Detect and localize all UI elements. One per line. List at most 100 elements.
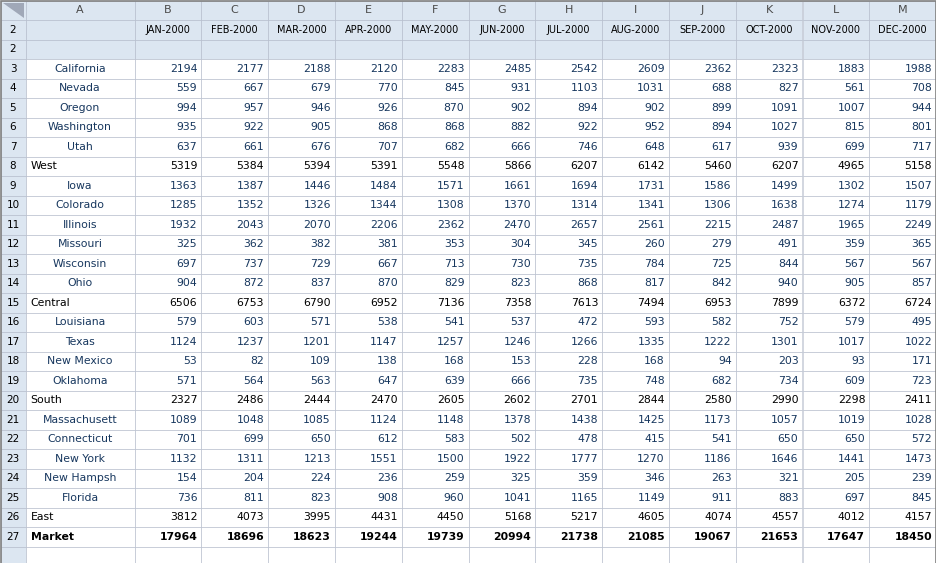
- Text: 1274: 1274: [838, 200, 865, 210]
- Bar: [669, 176, 736, 195]
- Bar: [736, 547, 802, 563]
- Bar: [201, 371, 268, 391]
- Text: East: East: [31, 512, 54, 522]
- Text: 168: 168: [444, 356, 464, 367]
- Text: 5158: 5158: [904, 161, 932, 171]
- Bar: [268, 293, 335, 312]
- Text: 260: 260: [644, 239, 665, 249]
- Bar: [335, 274, 402, 293]
- Text: 650: 650: [778, 434, 798, 444]
- Bar: [402, 293, 469, 312]
- Text: 571: 571: [177, 376, 197, 386]
- Text: 346: 346: [644, 473, 665, 483]
- Text: 1048: 1048: [237, 415, 264, 425]
- Text: 11: 11: [7, 220, 20, 230]
- Text: 1932: 1932: [169, 220, 197, 230]
- Bar: [802, 351, 870, 371]
- Bar: [669, 547, 736, 563]
- Bar: [469, 20, 535, 39]
- Text: 82: 82: [250, 356, 264, 367]
- Bar: [268, 274, 335, 293]
- Text: 870: 870: [444, 103, 464, 113]
- Bar: [669, 39, 736, 59]
- Bar: [802, 20, 870, 39]
- Text: 6953: 6953: [704, 298, 732, 308]
- Bar: [736, 391, 802, 410]
- Bar: [25, 118, 135, 137]
- Bar: [736, 488, 802, 507]
- Bar: [602, 527, 669, 547]
- Text: 639: 639: [444, 376, 464, 386]
- Text: 1438: 1438: [571, 415, 598, 425]
- Bar: [135, 293, 201, 312]
- Text: 564: 564: [243, 376, 264, 386]
- Text: 17964: 17964: [159, 531, 197, 542]
- Bar: [802, 430, 870, 449]
- Text: 25: 25: [7, 493, 20, 503]
- Text: 931: 931: [511, 83, 532, 93]
- Text: 6: 6: [9, 122, 16, 132]
- Bar: [201, 351, 268, 371]
- Text: 1132: 1132: [169, 454, 197, 464]
- Bar: [870, 137, 936, 157]
- Bar: [736, 468, 802, 488]
- Bar: [602, 312, 669, 332]
- Bar: [268, 39, 335, 59]
- Bar: [268, 351, 335, 371]
- Bar: [535, 351, 602, 371]
- Text: 20994: 20994: [493, 531, 532, 542]
- Text: 752: 752: [778, 317, 798, 327]
- Text: 1301: 1301: [771, 337, 798, 347]
- Text: 650: 650: [310, 434, 331, 444]
- Text: 2: 2: [9, 44, 16, 54]
- Text: 6372: 6372: [838, 298, 865, 308]
- Bar: [802, 137, 870, 157]
- Text: JUN-2000: JUN-2000: [479, 25, 525, 35]
- Bar: [535, 332, 602, 351]
- Bar: [1, 507, 25, 527]
- Text: 572: 572: [912, 434, 932, 444]
- Text: Connecticut: Connecticut: [48, 434, 112, 444]
- Bar: [469, 176, 535, 195]
- Bar: [268, 410, 335, 430]
- Text: 2249: 2249: [904, 220, 932, 230]
- Bar: [135, 410, 201, 430]
- Bar: [736, 215, 802, 235]
- Text: 682: 682: [711, 376, 732, 386]
- Text: 304: 304: [510, 239, 532, 249]
- Text: 661: 661: [243, 142, 264, 152]
- Text: 868: 868: [578, 278, 598, 288]
- Bar: [268, 430, 335, 449]
- Bar: [669, 118, 736, 137]
- Bar: [469, 39, 535, 59]
- Bar: [535, 235, 602, 254]
- Bar: [802, 312, 870, 332]
- Bar: [201, 39, 268, 59]
- Text: 2561: 2561: [637, 220, 665, 230]
- Bar: [1, 430, 25, 449]
- Bar: [335, 371, 402, 391]
- Text: 109: 109: [310, 356, 331, 367]
- Text: 2487: 2487: [771, 220, 798, 230]
- Bar: [535, 430, 602, 449]
- Bar: [736, 312, 802, 332]
- Bar: [602, 118, 669, 137]
- Text: 1661: 1661: [504, 181, 532, 191]
- Text: 723: 723: [912, 376, 932, 386]
- Text: 571: 571: [310, 317, 331, 327]
- Bar: [1, 39, 25, 59]
- Bar: [736, 118, 802, 137]
- Bar: [201, 293, 268, 312]
- Bar: [335, 215, 402, 235]
- Text: 845: 845: [444, 83, 464, 93]
- Bar: [135, 20, 201, 39]
- Bar: [870, 312, 936, 332]
- Text: 1344: 1344: [371, 200, 398, 210]
- Bar: [870, 507, 936, 527]
- Bar: [268, 195, 335, 215]
- Text: 6207: 6207: [771, 161, 798, 171]
- Text: 2990: 2990: [771, 395, 798, 405]
- Text: 138: 138: [377, 356, 398, 367]
- Bar: [402, 195, 469, 215]
- Bar: [469, 410, 535, 430]
